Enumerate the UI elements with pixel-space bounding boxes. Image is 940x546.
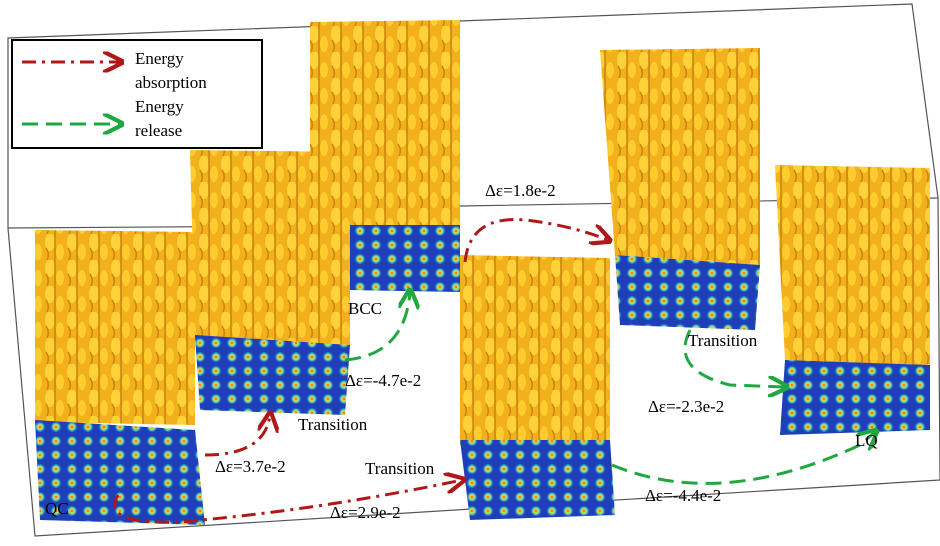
legend-label: Energy bbox=[135, 97, 184, 116]
transition-label: Δε=-4.4e-2 bbox=[645, 486, 721, 505]
structure-label: BCC bbox=[348, 299, 382, 318]
diagram: Energy absorption Energy release QC Tran… bbox=[0, 0, 940, 541]
legend-label: Energy bbox=[135, 49, 184, 68]
transition-label: Δε=-4.7e-2 bbox=[345, 371, 421, 390]
structure-label: QC bbox=[45, 499, 69, 518]
transition-label: Δε=1.8e-2 bbox=[485, 181, 556, 200]
legend-label: release bbox=[135, 121, 182, 140]
legend: Energy absorption Energy release bbox=[12, 40, 262, 148]
legend-label: absorption bbox=[135, 73, 207, 92]
structure-label: Transition bbox=[365, 459, 435, 478]
transition-label: Δε=-2.3e-2 bbox=[648, 397, 724, 416]
structure-label: LQ bbox=[855, 431, 878, 450]
structure-label: Transition bbox=[688, 331, 758, 350]
transition-label: Δε=3.7e-2 bbox=[215, 457, 286, 476]
transition-label: Δε=2.9e-2 bbox=[330, 503, 401, 522]
structure-label: Transition bbox=[298, 415, 368, 434]
